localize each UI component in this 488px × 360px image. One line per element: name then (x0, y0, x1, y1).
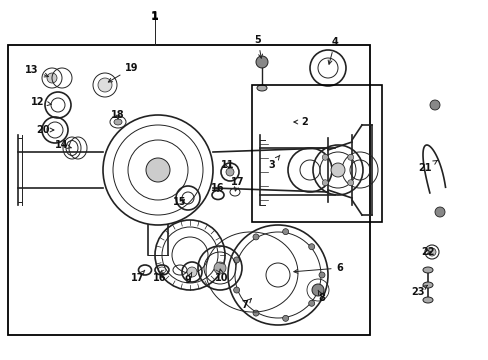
Text: 3: 3 (268, 155, 279, 170)
Ellipse shape (257, 85, 266, 91)
Text: 12: 12 (31, 97, 51, 107)
Circle shape (252, 234, 259, 240)
Circle shape (146, 158, 170, 182)
Circle shape (308, 300, 314, 306)
Bar (251, 85, 381, 222)
Circle shape (282, 229, 288, 235)
Circle shape (308, 244, 314, 250)
Circle shape (434, 207, 444, 217)
Circle shape (427, 248, 435, 256)
Text: 11: 11 (221, 160, 234, 170)
Circle shape (311, 284, 324, 296)
Circle shape (322, 154, 327, 160)
Text: 9: 9 (184, 272, 191, 285)
Ellipse shape (422, 267, 432, 273)
Circle shape (98, 78, 112, 92)
Ellipse shape (114, 119, 122, 125)
Circle shape (330, 163, 345, 177)
Text: 1: 1 (151, 12, 159, 22)
Text: 21: 21 (417, 161, 436, 173)
Ellipse shape (422, 297, 432, 303)
Circle shape (225, 168, 234, 176)
Circle shape (233, 287, 239, 293)
Text: 16: 16 (211, 183, 224, 193)
Text: 7: 7 (241, 298, 251, 310)
Circle shape (318, 272, 325, 278)
Text: 23: 23 (410, 285, 427, 297)
Text: 17: 17 (231, 177, 244, 191)
Text: 19: 19 (108, 63, 139, 82)
Circle shape (233, 257, 239, 263)
Text: 8: 8 (318, 290, 325, 303)
Text: 2: 2 (293, 117, 308, 127)
Text: 18: 18 (111, 110, 124, 120)
Text: 14: 14 (55, 140, 71, 150)
Text: 16: 16 (153, 270, 166, 283)
Text: 20: 20 (36, 125, 54, 135)
Circle shape (214, 262, 225, 274)
Text: 15: 15 (173, 197, 186, 207)
Text: 1: 1 (151, 11, 159, 21)
Circle shape (347, 180, 353, 186)
Text: 4: 4 (327, 37, 338, 64)
Circle shape (186, 267, 197, 277)
Circle shape (322, 180, 327, 186)
Circle shape (47, 73, 57, 83)
Text: 5: 5 (254, 35, 262, 58)
Text: 22: 22 (420, 247, 434, 257)
Text: 17: 17 (131, 270, 144, 283)
Circle shape (252, 310, 259, 316)
Text: 10: 10 (215, 269, 228, 283)
Text: 13: 13 (25, 65, 48, 77)
Circle shape (429, 100, 439, 110)
Circle shape (282, 315, 288, 321)
Circle shape (256, 56, 267, 68)
Ellipse shape (422, 282, 432, 288)
Circle shape (347, 154, 353, 160)
Bar (8, 45, 369, 335)
Text: 6: 6 (293, 263, 343, 273)
